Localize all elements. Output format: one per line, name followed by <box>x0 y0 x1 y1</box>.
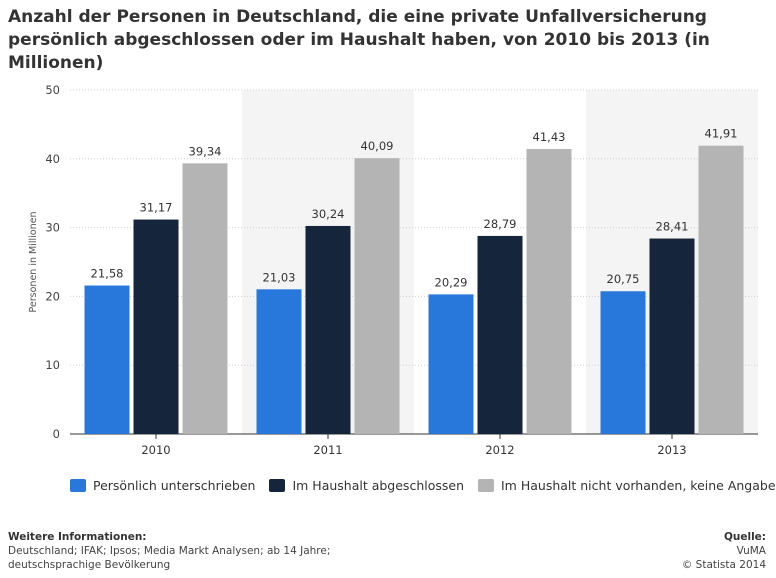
data-label-2013-series-1: 20,75 <box>607 272 640 286</box>
bar-2013-series-3 <box>698 145 744 435</box>
y-tick-label-40: 40 <box>45 152 60 166</box>
x-tick-label-2011: 2011 <box>313 443 342 457</box>
data-label-2012-series-3: 41,43 <box>533 130 566 144</box>
y-axis-label: Personen in Millionen <box>28 212 39 313</box>
legend: Persönlich unterschrieben Im Haushalt ab… <box>70 478 776 493</box>
legend-label-keine-angabe: Im Haushalt nicht vorhanden, keine Angab… <box>501 478 776 493</box>
source-heading: Quelle: <box>723 531 766 543</box>
y-tick-label-10: 10 <box>45 358 60 372</box>
legend-item-persoenlich[interactable]: Persönlich unterschrieben <box>70 478 255 493</box>
bar-2010-series-3 <box>182 163 228 434</box>
data-label-2013-series-3: 41,91 <box>705 127 738 141</box>
y-tick-label-20: 20 <box>45 289 60 303</box>
source-line-2: © Statista 2014 <box>681 559 766 571</box>
y-tick-label-50: 50 <box>45 83 60 97</box>
legend-label-persoenlich: Persönlich unterschrieben <box>93 478 256 493</box>
data-label-2012-series-2: 28,79 <box>484 217 517 231</box>
legend-item-keine-angabe[interactable]: Im Haushalt nicht vorhanden, keine Angab… <box>478 478 776 493</box>
bar-2013-series-2 <box>649 238 695 434</box>
bar-2013-series-1 <box>600 291 646 434</box>
data-label-2010-series-1: 21,58 <box>91 267 124 281</box>
chart-title: Anzahl der Personen in Deutschland, die … <box>8 7 710 73</box>
bar-2010-series-1 <box>84 285 130 434</box>
data-label-2010-series-2: 31,17 <box>140 201 173 215</box>
data-label-2013-series-2: 28,41 <box>656 220 689 234</box>
bar-2012-series-3 <box>526 148 572 434</box>
legend-label-haushalt: Im Haushalt abgeschlossen <box>292 478 464 493</box>
x-tick-label-2010: 2010 <box>141 443 170 457</box>
legend-swatch-keine-angabe <box>478 479 494 492</box>
bar-2012-series-1 <box>428 294 474 434</box>
bar-2010-series-2 <box>133 219 179 434</box>
info-line-2: deutschsprachige Bevölkerung <box>8 559 171 571</box>
source-line-1: VuMA <box>736 545 766 557</box>
legend-swatch-persoenlich <box>70 479 86 492</box>
footer-source: Quelle: VuMA © Statista 2014 <box>682 530 766 572</box>
bar-chart: 0 10 20 30 40 50 Personen in Millionen 21,58 31,… <box>28 83 758 457</box>
info-line-1: Deutschland; IFAK; Ipsos; Media Markt An… <box>8 545 331 557</box>
y-tick-label-30: 30 <box>45 221 60 235</box>
legend-swatch-haushalt <box>269 479 286 492</box>
info-heading: Weitere Informationen: <box>8 531 147 543</box>
y-tick-label-0: 0 <box>53 427 60 441</box>
data-label-2012-series-1: 20,29 <box>435 275 468 289</box>
data-label-2011-series-2: 30,24 <box>312 207 345 221</box>
x-tick-label-2013: 2013 <box>657 443 686 457</box>
x-tick-label-2012: 2012 <box>485 443 514 457</box>
data-label-2010-series-3: 39,34 <box>189 144 222 158</box>
bar-2011-series-2 <box>305 225 351 434</box>
legend-item-haushalt[interactable]: Im Haushalt abgeschlossen <box>269 478 464 493</box>
bar-2011-series-1 <box>256 289 302 434</box>
bar-2012-series-2 <box>477 235 523 434</box>
footer-info: Weitere Informationen: Deutschland; IFAK… <box>8 530 330 572</box>
data-label-2011-series-1: 21,03 <box>263 270 296 284</box>
data-label-2011-series-3: 40,09 <box>361 139 394 153</box>
bar-2011-series-3 <box>354 158 400 435</box>
